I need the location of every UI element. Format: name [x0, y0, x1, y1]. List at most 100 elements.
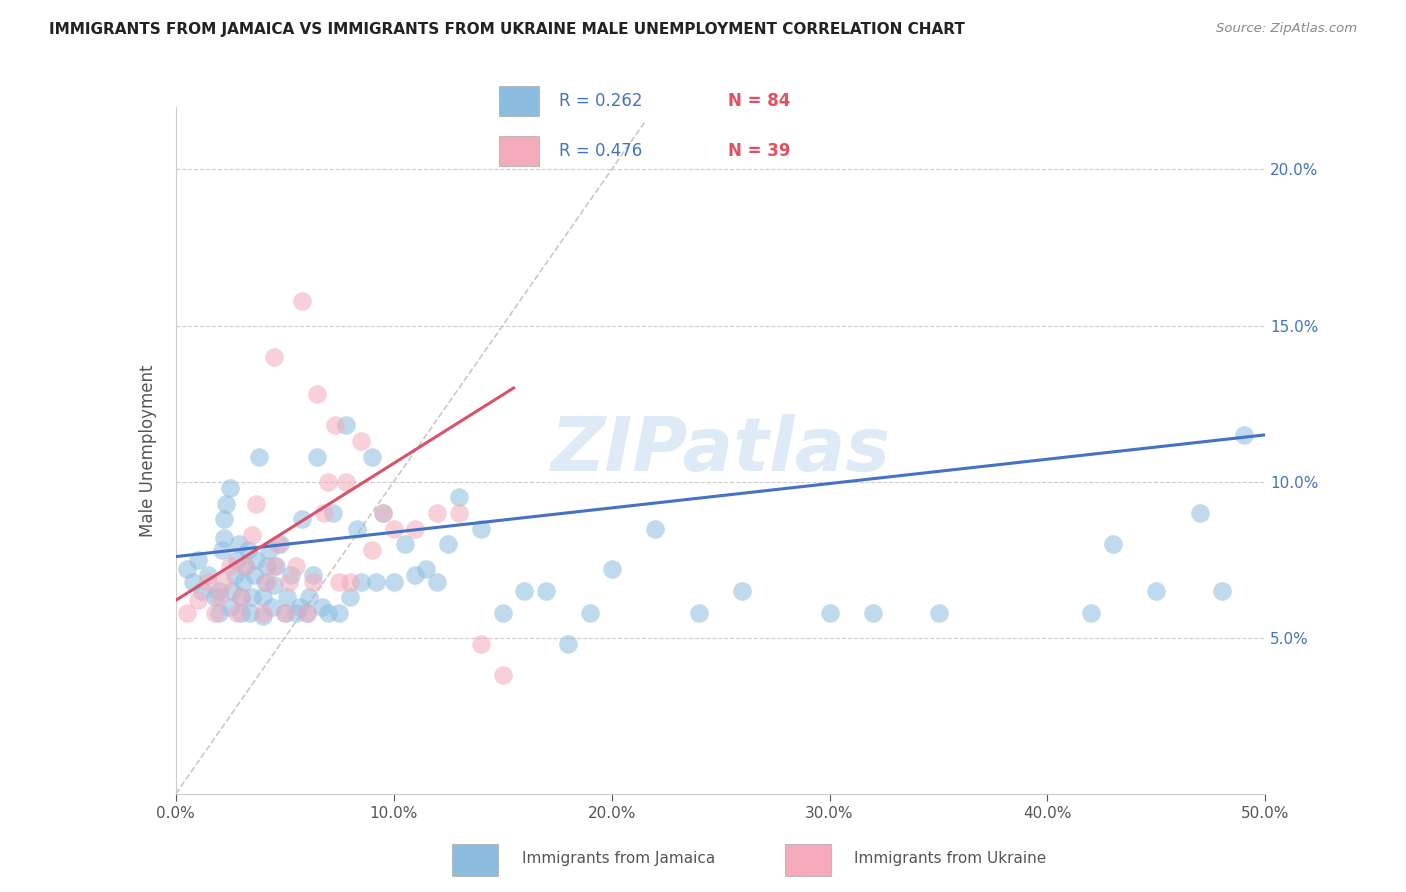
Point — [280, 568, 302, 582]
Point — [350, 574, 373, 589]
Point — [302, 574, 325, 589]
Point — [335, 475, 357, 489]
Point — [211, 543, 233, 558]
Point — [197, 568, 219, 582]
Text: R = 0.262: R = 0.262 — [560, 93, 643, 111]
Point — [239, 606, 262, 620]
Point — [208, 583, 231, 598]
Point — [291, 293, 314, 308]
Point — [276, 591, 298, 605]
Point — [447, 506, 470, 520]
Point — [269, 537, 291, 551]
Text: N = 39: N = 39 — [728, 142, 790, 160]
Point — [291, 512, 314, 526]
Point — [212, 512, 235, 526]
Point — [1144, 583, 1167, 598]
Point — [231, 606, 253, 620]
Text: IMMIGRANTS FROM JAMAICA VS IMMIGRANTS FROM UKRAINE MALE UNEMPLOYMENT CORRELATION: IMMIGRANTS FROM JAMAICA VS IMMIGRANTS FR… — [49, 22, 965, 37]
Point — [208, 606, 231, 620]
Point — [212, 574, 235, 589]
Point — [318, 475, 340, 489]
Point — [394, 537, 416, 551]
Point — [224, 568, 246, 582]
Point — [288, 599, 311, 614]
Point — [1232, 427, 1256, 442]
Point — [274, 606, 297, 620]
Point — [219, 481, 242, 495]
Point — [360, 450, 382, 464]
Point — [322, 506, 344, 520]
Point — [382, 521, 405, 535]
Point — [267, 537, 290, 551]
Point — [221, 583, 243, 598]
Point — [197, 574, 219, 589]
Point — [371, 506, 394, 520]
Point — [264, 558, 287, 574]
Point — [284, 558, 307, 574]
Point — [1102, 537, 1125, 551]
Text: Immigrants from Jamaica: Immigrants from Jamaica — [522, 851, 714, 866]
Point — [219, 558, 242, 574]
Point — [176, 562, 198, 576]
Point — [862, 606, 884, 620]
Point — [208, 591, 231, 605]
Point — [470, 521, 492, 535]
Point — [235, 558, 257, 574]
Point — [335, 418, 357, 433]
Text: Source: ZipAtlas.com: Source: ZipAtlas.com — [1216, 22, 1357, 36]
Point — [1211, 583, 1233, 598]
Point — [415, 562, 437, 576]
Point — [256, 558, 278, 574]
Point — [186, 593, 209, 607]
Point — [328, 606, 350, 620]
Y-axis label: Male Unemployment: Male Unemployment — [139, 364, 157, 537]
Point — [245, 552, 267, 567]
Point — [298, 591, 321, 605]
Point — [247, 450, 270, 464]
Bar — [499, 87, 538, 116]
Point — [731, 583, 754, 598]
Point — [284, 606, 307, 620]
Point — [225, 606, 247, 620]
Point — [312, 506, 335, 520]
Point — [243, 568, 266, 582]
Point — [513, 583, 536, 598]
Point — [263, 578, 285, 592]
Point — [263, 350, 285, 364]
Point — [231, 591, 253, 605]
Point — [219, 599, 242, 614]
Point — [204, 606, 226, 620]
Bar — [785, 844, 831, 876]
Point — [644, 521, 666, 535]
Point — [307, 450, 329, 464]
Point — [470, 637, 492, 651]
Point — [302, 568, 325, 582]
Point — [307, 387, 329, 401]
Point — [240, 591, 263, 605]
Point — [405, 521, 427, 535]
Point — [426, 574, 449, 589]
Point — [278, 574, 301, 589]
Point — [235, 558, 257, 574]
Bar — [453, 844, 499, 876]
Point — [318, 606, 340, 620]
Point — [818, 606, 841, 620]
Point — [252, 608, 274, 623]
Point — [346, 521, 368, 535]
Bar — [499, 136, 538, 166]
Point — [260, 599, 283, 614]
Point — [245, 496, 267, 510]
Point — [447, 490, 470, 504]
Point — [339, 574, 361, 589]
Text: Immigrants from Ukraine: Immigrants from Ukraine — [855, 851, 1046, 866]
Point — [232, 574, 254, 589]
Point — [426, 506, 449, 520]
Text: ZIPatlas: ZIPatlas — [551, 414, 890, 487]
Point — [225, 552, 247, 567]
Point — [382, 574, 405, 589]
Point — [204, 591, 226, 605]
Point — [350, 434, 373, 448]
Point — [1080, 606, 1102, 620]
Point — [534, 583, 557, 598]
Point — [212, 531, 235, 545]
